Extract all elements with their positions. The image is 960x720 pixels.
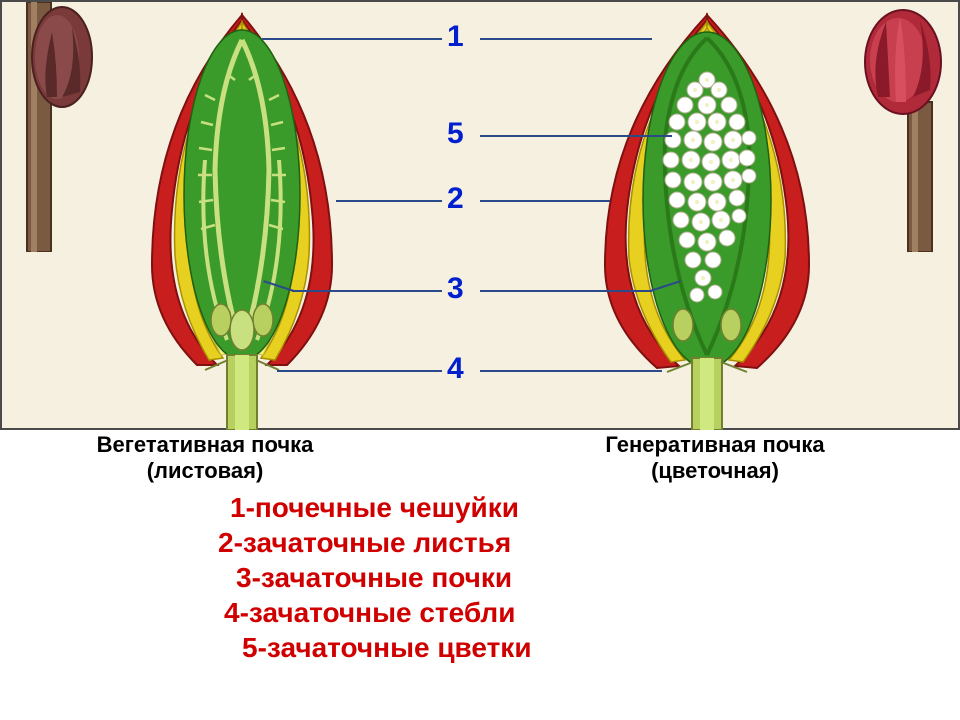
legend-item-5: 5-зачаточные цветки bbox=[242, 630, 532, 665]
caption-right-line2: (цветочная) bbox=[555, 458, 875, 484]
label-3: 3 bbox=[447, 272, 464, 306]
leader-left-3 bbox=[292, 290, 442, 292]
caption-right: Генеративная почка (цветочная) bbox=[555, 432, 875, 485]
leader-right-5 bbox=[480, 135, 672, 137]
legend-item-4: 4-зачаточные стебли bbox=[224, 595, 532, 630]
legend-item-2: 2-зачаточные листья bbox=[218, 525, 532, 560]
label-5: 5 bbox=[447, 117, 464, 151]
leader-right-4 bbox=[480, 370, 662, 372]
leader-right-1 bbox=[480, 38, 652, 40]
vegetative-bud bbox=[97, 10, 387, 430]
caption-left: Вегетативная почка (листовая) bbox=[55, 432, 355, 485]
leader-left-4 bbox=[277, 370, 442, 372]
legend-item-3: 3-зачаточные почки bbox=[236, 560, 532, 595]
label-2: 2 bbox=[447, 182, 464, 216]
leader-left-1 bbox=[262, 38, 442, 40]
leader-left-2 bbox=[336, 200, 442, 202]
legend-item-1: 1-почечные чешуйки bbox=[230, 490, 532, 525]
leader-right-3 bbox=[480, 290, 652, 292]
caption-left-line2: (листовая) bbox=[55, 458, 355, 484]
diagram-area: 1 5 2 3 4 bbox=[0, 0, 960, 430]
caption-right-line1: Генеративная почка bbox=[555, 432, 875, 458]
label-4: 4 bbox=[447, 352, 464, 386]
leader-right-2 bbox=[480, 200, 610, 202]
generative-bud bbox=[557, 10, 857, 430]
label-1: 1 bbox=[447, 20, 464, 54]
legend: 1-почечные чешуйки 2-зачаточные листья 3… bbox=[210, 490, 532, 665]
caption-left-line1: Вегетативная почка bbox=[55, 432, 355, 458]
